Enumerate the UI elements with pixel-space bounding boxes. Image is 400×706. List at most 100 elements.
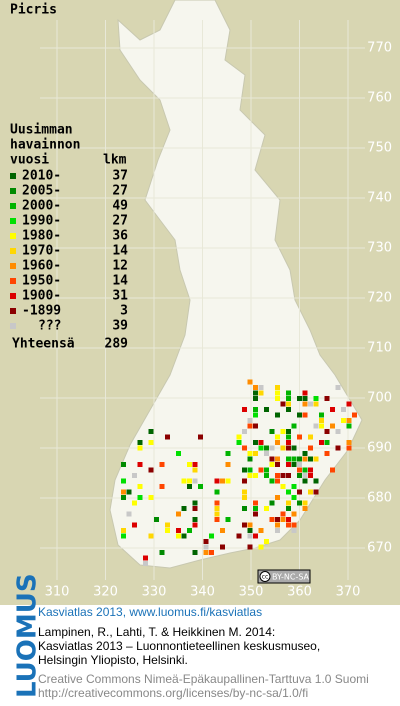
observation: [291, 484, 297, 489]
observation: [181, 533, 187, 539]
observation: [203, 550, 209, 555]
observation: [286, 522, 291, 528]
observation: [275, 440, 280, 445]
observation: [192, 550, 198, 555]
legend-count-header: lkm: [103, 153, 127, 168]
observation: [286, 429, 291, 434]
observation: [176, 528, 181, 533]
observation: [297, 489, 302, 495]
observation: [247, 467, 253, 473]
observation: [275, 517, 280, 522]
legend-swatch: [10, 263, 16, 269]
observation: [286, 517, 291, 522]
observation: [132, 500, 137, 506]
observation: [346, 440, 352, 445]
observation: [280, 484, 286, 489]
observation: [192, 467, 198, 473]
observation: [258, 528, 264, 533]
observation: [275, 396, 280, 401]
observation: [209, 533, 214, 539]
observation: [253, 412, 258, 418]
observation: [121, 533, 126, 539]
observation: [247, 456, 253, 462]
observation: [280, 517, 286, 522]
observation: [319, 418, 324, 423]
legend-count: 36: [112, 229, 128, 244]
observation: [253, 500, 258, 506]
observation: [308, 401, 313, 407]
observation: [324, 396, 330, 401]
observation: [225, 462, 231, 467]
observation: [264, 445, 269, 451]
observation: [137, 445, 143, 451]
y-label: 690: [367, 441, 392, 456]
observation: [264, 407, 269, 412]
legend-swatch: [10, 218, 16, 224]
legend-swatch: [10, 323, 16, 329]
legend-label: 1990-: [22, 214, 61, 229]
observation: [242, 506, 247, 511]
observation: [165, 528, 170, 533]
observation: [181, 506, 187, 511]
observation: [302, 506, 308, 511]
legend-label: -1899: [22, 304, 61, 319]
x-label: 310: [45, 585, 70, 600]
observation: [269, 478, 275, 484]
observation: [137, 440, 143, 445]
observation: [313, 396, 319, 401]
observation: [286, 434, 291, 440]
observation: [132, 473, 137, 478]
legend-total: 289: [105, 337, 128, 352]
observation: [302, 456, 308, 462]
legend-swatch: [10, 248, 16, 254]
observation: [286, 462, 291, 467]
observation: [297, 456, 302, 462]
observation: [346, 401, 352, 407]
citation: Lampinen, R., Lahti, T. & Heikkinen M. 2…: [38, 625, 275, 639]
observation: [286, 489, 291, 495]
observation: [253, 473, 258, 478]
observation: [324, 451, 330, 456]
legend-count: 39: [112, 319, 128, 334]
observation: [308, 489, 313, 495]
y-label: 770: [367, 41, 392, 56]
observation: [247, 522, 253, 528]
observation: [313, 423, 319, 429]
title: Picris: [10, 3, 57, 18]
observation: [214, 489, 220, 495]
observation: [236, 434, 242, 440]
observation: [269, 500, 275, 506]
observation: [302, 412, 308, 418]
observation: [198, 434, 203, 440]
legend-header: havainnon: [10, 138, 80, 153]
observation: [258, 390, 264, 396]
observation: [159, 462, 165, 467]
legend-label: 2005-: [22, 184, 61, 199]
observation: [192, 522, 198, 528]
credits-background: [0, 605, 400, 702]
observation: [187, 528, 192, 533]
legend-count: 14: [112, 244, 128, 259]
observation: [286, 407, 291, 412]
observation: [121, 495, 126, 500]
observation: [159, 484, 165, 489]
logo: LUOMUS: [13, 573, 43, 698]
observation: [269, 456, 275, 462]
grid: 770 760 750 740 730 720 710 700 690 680 670 310 320 3…: [40, 20, 392, 600]
observation: [143, 561, 148, 566]
observation: [214, 506, 220, 511]
observation: [225, 517, 231, 522]
observation: [192, 500, 198, 506]
legend-count: 31: [112, 289, 128, 304]
x-label: 330: [142, 585, 167, 600]
y-label: 750: [367, 141, 392, 156]
legend-header: vuosi: [10, 153, 49, 168]
observation: [302, 467, 308, 473]
observation: [247, 379, 253, 385]
legend-count: 14: [112, 274, 128, 289]
observation: [253, 440, 258, 445]
observation: [330, 407, 335, 412]
observation: [269, 445, 275, 451]
citation: Kasviatlas 2013 – Luonnontieteellinen ke…: [38, 639, 320, 653]
observation: [258, 445, 264, 451]
